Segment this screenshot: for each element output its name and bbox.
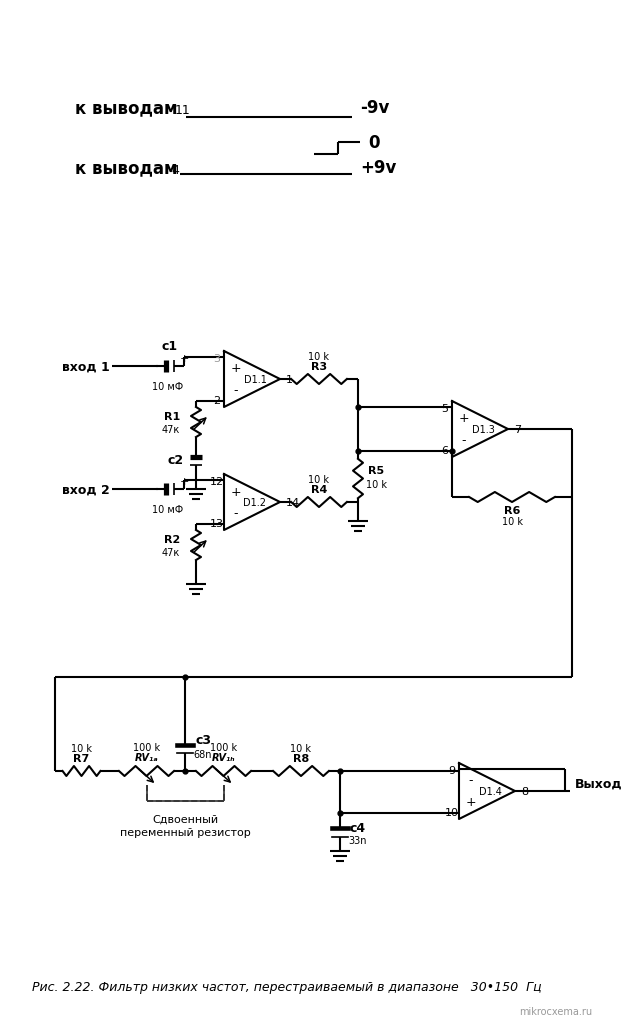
Text: 47к: 47к — [162, 425, 180, 434]
Text: c3: c3 — [195, 734, 211, 747]
Text: D1.3: D1.3 — [472, 425, 495, 434]
Text: 8: 8 — [521, 787, 528, 796]
Text: -: - — [234, 384, 238, 397]
Text: R6: R6 — [504, 505, 520, 516]
Text: 1: 1 — [286, 375, 293, 384]
Text: D1.2: D1.2 — [244, 497, 267, 507]
Text: 10 k: 10 k — [308, 475, 330, 484]
Text: +: + — [231, 362, 241, 375]
Text: Рис. 2.22. Фильтр низких частот, перестраиваемый в диапазоне   30•150  Гц: Рис. 2.22. Фильтр низких частот, перестр… — [32, 980, 541, 994]
Text: 14: 14 — [286, 497, 300, 507]
Text: переменный резистор: переменный резистор — [120, 827, 250, 838]
Text: 2: 2 — [214, 395, 221, 406]
Text: 5: 5 — [442, 404, 449, 414]
Text: к выводам: к выводам — [75, 159, 178, 177]
Text: c2: c2 — [168, 453, 184, 466]
Text: +: + — [179, 354, 189, 364]
Text: 10 k: 10 k — [71, 743, 92, 753]
Text: -: - — [468, 773, 473, 787]
Text: +9v: +9v — [360, 159, 396, 177]
Text: 10 k: 10 k — [290, 743, 312, 753]
Text: -: - — [462, 434, 466, 447]
Text: 10 мФ: 10 мФ — [153, 504, 184, 515]
Text: 0: 0 — [368, 133, 379, 152]
Text: +: + — [179, 477, 189, 486]
Text: c1: c1 — [162, 340, 178, 354]
Text: -9v: -9v — [360, 99, 389, 117]
Text: 100 k: 100 k — [133, 742, 160, 752]
Text: Сдвоенный: Сдвоенный — [152, 814, 218, 824]
Text: 68n: 68n — [194, 749, 212, 759]
Text: +: + — [465, 796, 477, 809]
Text: 10 k: 10 k — [308, 352, 330, 362]
Text: 12: 12 — [210, 477, 224, 486]
Text: c4: c4 — [350, 821, 366, 835]
Text: 6: 6 — [442, 445, 449, 455]
Text: RV₁ₕ: RV₁ₕ — [212, 752, 235, 762]
Text: 4: 4 — [171, 164, 179, 177]
Text: 10 мФ: 10 мФ — [153, 382, 184, 391]
Text: 10 k: 10 k — [502, 517, 523, 527]
Text: 100 k: 100 k — [210, 742, 237, 752]
Text: R3: R3 — [311, 362, 327, 372]
Text: 13: 13 — [210, 519, 224, 529]
Text: 10: 10 — [445, 807, 459, 817]
Text: 11: 11 — [175, 104, 191, 117]
Text: 3: 3 — [214, 354, 221, 364]
Text: R1: R1 — [164, 412, 180, 422]
Text: Выход: Выход — [575, 776, 622, 790]
Text: 33n: 33n — [349, 836, 367, 845]
Text: D1.1: D1.1 — [244, 375, 267, 384]
Text: R8: R8 — [293, 753, 309, 763]
Text: 10 k: 10 k — [366, 480, 386, 490]
Text: +: + — [231, 485, 241, 498]
Text: 47к: 47к — [162, 547, 180, 557]
Text: 9: 9 — [449, 765, 455, 775]
Text: вход 1: вход 1 — [62, 360, 110, 373]
Text: -: - — [234, 507, 238, 520]
Text: mikrocxema.ru: mikrocxema.ru — [519, 1006, 592, 1016]
Text: R5: R5 — [368, 466, 384, 476]
Text: R7: R7 — [74, 753, 90, 763]
Text: D1.4: D1.4 — [478, 787, 502, 796]
Text: R2: R2 — [164, 535, 180, 544]
Text: вход 2: вход 2 — [62, 483, 110, 496]
Text: R4: R4 — [311, 484, 327, 494]
Text: 7: 7 — [514, 425, 521, 434]
Text: +: + — [459, 412, 469, 425]
Text: RV₁ₐ: RV₁ₐ — [135, 752, 158, 762]
Text: к выводам: к выводам — [75, 99, 178, 117]
